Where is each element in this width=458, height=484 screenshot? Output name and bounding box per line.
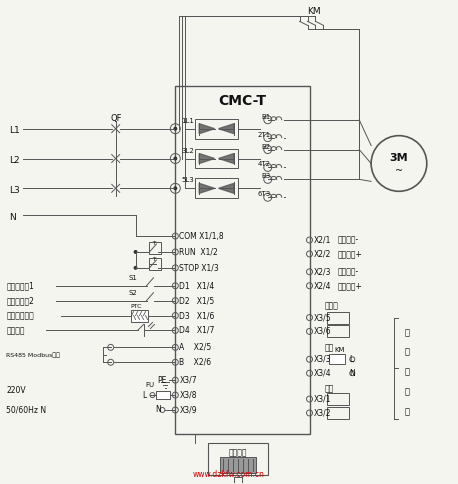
Bar	[149, 258, 161, 270]
Text: B3: B3	[262, 173, 271, 180]
Polygon shape	[199, 183, 215, 193]
Text: X2/2: X2/2	[313, 249, 331, 258]
Text: ~: ~	[395, 166, 403, 177]
Text: 电: 电	[404, 348, 409, 357]
Text: QF: QF	[111, 114, 122, 123]
Text: 可编程数字2: 可编程数字2	[6, 296, 34, 305]
Text: X3/9: X3/9	[179, 406, 197, 414]
Text: D2   X1/5: D2 X1/5	[179, 296, 214, 305]
Text: 可编程数字1: 可编程数字1	[6, 281, 34, 290]
Text: X3/6: X3/6	[313, 327, 331, 336]
Text: 故障: 故障	[324, 385, 334, 393]
Text: T: T	[152, 242, 155, 246]
Text: www.dzkfw.com.cn: www.dzkfw.com.cn	[193, 470, 265, 479]
Text: N: N	[155, 406, 161, 414]
Text: 模拟输出+: 模拟输出+	[338, 281, 362, 290]
Bar	[220, 457, 256, 472]
Text: A    X2/5: A X2/5	[179, 343, 212, 352]
Text: B2: B2	[262, 144, 271, 150]
Circle shape	[173, 186, 177, 190]
Bar	[131, 310, 148, 321]
Text: KM: KM	[307, 7, 321, 16]
Text: STOP X1/3: STOP X1/3	[179, 263, 219, 272]
Text: X2/1: X2/1	[313, 236, 331, 244]
Bar	[327, 393, 349, 405]
Text: X2/4: X2/4	[313, 281, 331, 290]
Bar	[208, 443, 268, 475]
Text: 继: 继	[404, 328, 409, 337]
Bar	[157, 391, 170, 399]
Circle shape	[173, 127, 177, 131]
Text: X3/4: X3/4	[313, 369, 331, 378]
Circle shape	[134, 250, 137, 254]
Text: 电机温度检测: 电机温度检测	[6, 311, 34, 320]
Text: RS485 Modbus通讯: RS485 Modbus通讯	[6, 352, 60, 358]
Bar	[327, 407, 349, 419]
Text: 出: 出	[404, 408, 409, 416]
Text: L: L	[142, 391, 147, 400]
Text: 6T3: 6T3	[258, 191, 271, 197]
Text: 3M: 3M	[390, 152, 408, 163]
Bar	[149, 242, 161, 254]
Text: 2T1: 2T1	[258, 132, 271, 137]
Text: X3/2: X3/2	[313, 408, 331, 418]
Text: N: N	[349, 369, 355, 378]
Text: N: N	[9, 212, 16, 222]
Text: CMC-T: CMC-T	[218, 94, 267, 108]
Polygon shape	[199, 124, 215, 134]
Text: B1: B1	[262, 114, 271, 120]
Circle shape	[173, 156, 177, 161]
Text: 漏电检测: 漏电检测	[6, 326, 25, 335]
Text: PTC: PTC	[131, 304, 142, 309]
Text: S1: S1	[129, 275, 137, 281]
Polygon shape	[218, 124, 234, 134]
Polygon shape	[218, 153, 234, 164]
Text: 4T2: 4T2	[258, 162, 271, 167]
Text: T: T	[152, 257, 155, 262]
Text: X3/3: X3/3	[313, 355, 331, 364]
Bar	[195, 179, 238, 198]
Text: S2: S2	[129, 290, 137, 296]
Bar	[327, 312, 349, 323]
Text: L1: L1	[9, 126, 20, 135]
Text: B    X2/6: B X2/6	[179, 358, 212, 367]
Text: FU: FU	[146, 382, 155, 388]
Polygon shape	[199, 153, 215, 164]
Text: RUN  X1/2: RUN X1/2	[179, 247, 218, 257]
Text: 旁路: 旁路	[324, 344, 334, 353]
Text: 可编程: 可编程	[324, 301, 338, 310]
Text: PE: PE	[158, 376, 167, 385]
Polygon shape	[218, 183, 234, 193]
Text: 外置键盘: 外置键盘	[229, 448, 247, 457]
Text: L: L	[349, 355, 354, 364]
Text: X3/5: X3/5	[313, 313, 331, 322]
Text: D4   X1/7: D4 X1/7	[179, 326, 215, 335]
Text: X3/7: X3/7	[179, 376, 197, 385]
Text: X3/8: X3/8	[179, 391, 197, 400]
Text: 5L3: 5L3	[181, 177, 194, 183]
Text: 3L2: 3L2	[181, 148, 194, 153]
Text: L3: L3	[9, 186, 20, 195]
Text: KM: KM	[334, 348, 345, 353]
Text: 器: 器	[404, 368, 409, 377]
Text: 模拟输入+: 模拟输入+	[338, 249, 362, 258]
Bar	[195, 149, 238, 168]
Text: 50/60Hz N: 50/60Hz N	[6, 406, 46, 414]
Text: X2/3: X2/3	[313, 267, 331, 276]
Text: COM X1/1,8: COM X1/1,8	[179, 231, 224, 241]
Text: 220V: 220V	[6, 386, 26, 394]
Text: D1   X1/4: D1 X1/4	[179, 281, 214, 290]
Text: 模拟输出-: 模拟输出-	[338, 267, 359, 276]
Bar	[175, 86, 310, 434]
Text: L2: L2	[9, 156, 20, 165]
Bar	[195, 119, 238, 138]
Text: 输: 输	[404, 388, 409, 396]
Text: D3   X1/6: D3 X1/6	[179, 311, 215, 320]
Bar	[329, 354, 345, 364]
Bar	[327, 326, 349, 337]
Text: 模拟输入-: 模拟输入-	[338, 236, 359, 244]
Circle shape	[134, 266, 137, 270]
Text: X3/1: X3/1	[313, 394, 331, 404]
Text: 1L1: 1L1	[181, 118, 194, 124]
